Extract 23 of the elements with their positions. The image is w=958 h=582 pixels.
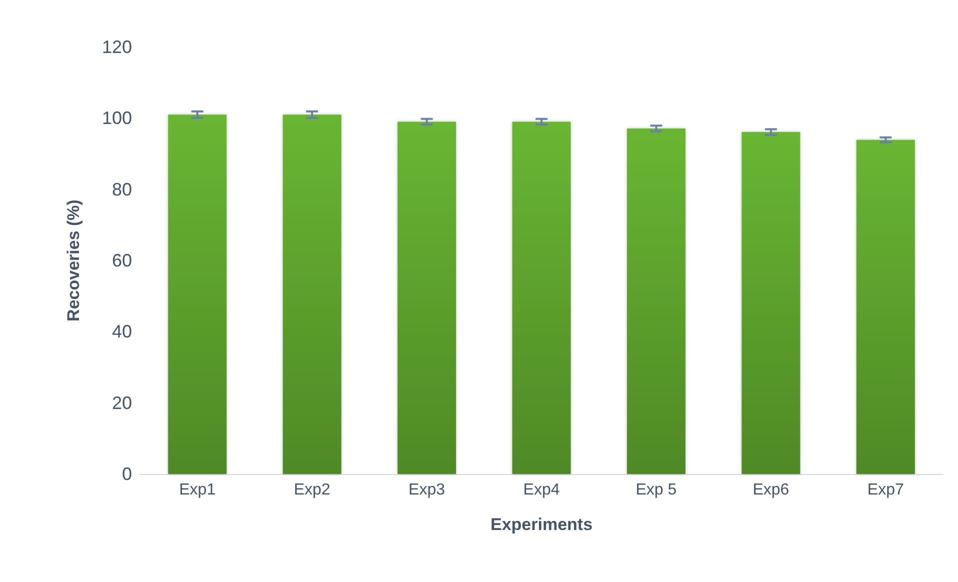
bar <box>168 114 227 474</box>
y-tick-label: 40 <box>112 322 132 342</box>
x-tick-label: Exp3 <box>408 482 446 498</box>
y-tick-label: 60 <box>112 250 132 270</box>
y-tick-label: 120 <box>102 37 132 57</box>
bar <box>398 122 456 474</box>
y-tick-label: 100 <box>102 108 132 128</box>
y-tick-label: 0 <box>122 464 132 484</box>
x-axis-title: Experiments <box>490 515 593 534</box>
y-axis-title: Recoveries (%) <box>64 200 83 322</box>
bar <box>512 122 571 474</box>
x-tick-label: Exp1 <box>179 482 216 498</box>
x-tick-label: Exp4 <box>523 482 560 498</box>
x-tick-label: Exp6 <box>752 482 790 498</box>
x-tick-label: Exp 5 <box>636 482 677 498</box>
bar <box>856 140 915 474</box>
bar <box>282 114 342 474</box>
x-tick-label: Exp2 <box>294 482 330 498</box>
bar <box>742 132 800 474</box>
bar <box>626 128 686 474</box>
y-tick-label: 20 <box>112 392 132 413</box>
x-tick-label: Exp7 <box>867 482 904 498</box>
y-tick-label: 80 <box>112 179 132 200</box>
